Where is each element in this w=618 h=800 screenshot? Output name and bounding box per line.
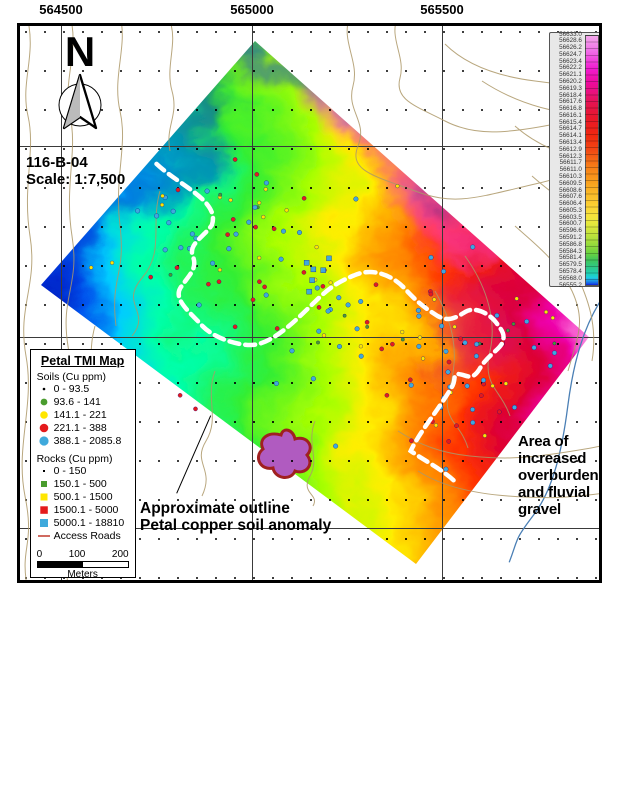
svg-text:N: N [65, 28, 95, 75]
